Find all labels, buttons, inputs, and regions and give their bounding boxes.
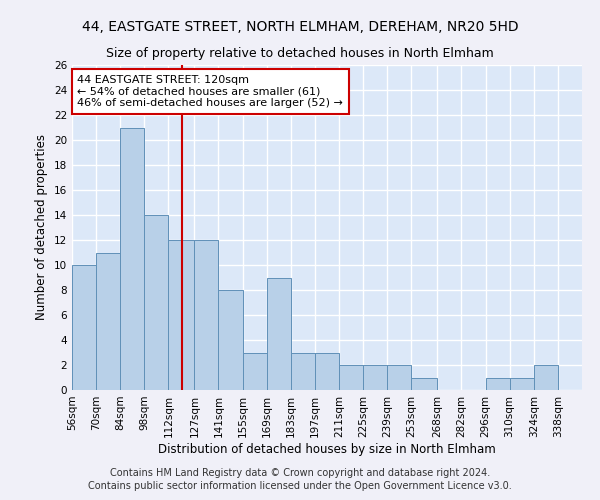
Bar [339, 365, 363, 390]
X-axis label: Distribution of detached houses by size in North Elmham: Distribution of detached houses by size … [158, 442, 496, 456]
Text: Size of property relative to detached houses in North Elmham: Size of property relative to detached ho… [106, 48, 494, 60]
Bar [266, 278, 291, 390]
Bar [169, 240, 194, 390]
Text: 44 EASTGATE STREET: 120sqm
← 54% of detached houses are smaller (61)
46% of semi: 44 EASTGATE STREET: 120sqm ← 54% of deta… [77, 75, 343, 108]
Y-axis label: Number of detached properties: Number of detached properties [35, 134, 49, 320]
Bar [242, 352, 266, 390]
Text: 44, EASTGATE STREET, NORTH ELMHAM, DEREHAM, NR20 5HD: 44, EASTGATE STREET, NORTH ELMHAM, DEREH… [82, 20, 518, 34]
Text: Contains public sector information licensed under the Open Government Licence v3: Contains public sector information licen… [88, 481, 512, 491]
Bar [534, 365, 558, 390]
Bar [363, 365, 388, 390]
Bar [218, 290, 242, 390]
Bar [315, 352, 339, 390]
Bar [96, 252, 120, 390]
Text: Contains HM Land Registry data © Crown copyright and database right 2024.: Contains HM Land Registry data © Crown c… [110, 468, 490, 477]
Bar [72, 265, 96, 390]
Bar [291, 352, 315, 390]
Bar [194, 240, 218, 390]
Bar [120, 128, 145, 390]
Bar [485, 378, 509, 390]
Bar [509, 378, 534, 390]
Bar [388, 365, 412, 390]
Bar [412, 378, 437, 390]
Bar [145, 215, 169, 390]
